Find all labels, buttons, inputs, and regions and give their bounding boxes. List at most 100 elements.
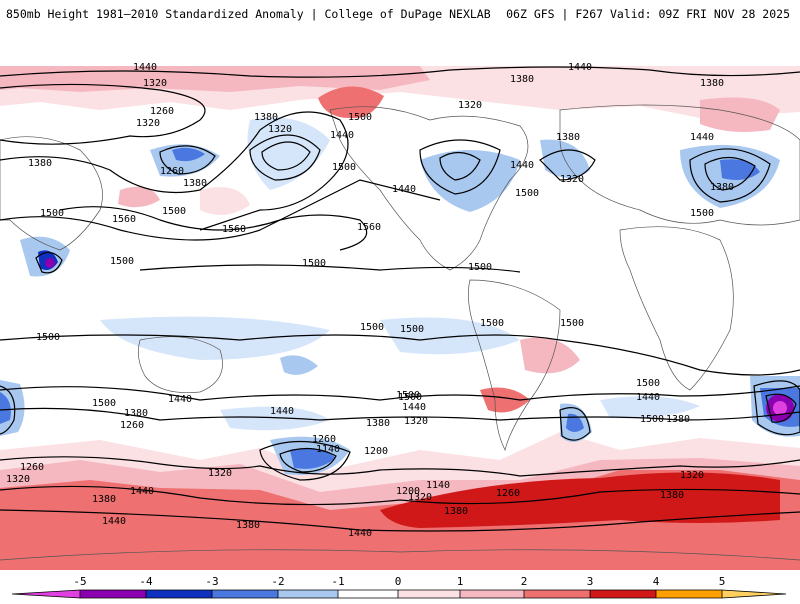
contour-1500-north (0, 179, 441, 241)
contour-label: 1200 (364, 446, 388, 457)
contour-label: 1380 (666, 414, 690, 425)
contour-label: 1380 (92, 494, 116, 505)
typhoon-negative-peak (45, 258, 55, 268)
contour-label: 1320 (268, 124, 292, 135)
model-run-info: 06Z GFS | F267 Valid: 09Z FRI NOV 28 202… (506, 7, 790, 21)
colorbar-segment-neg05 (338, 590, 398, 598)
positive-patch (700, 97, 780, 132)
coastlines (0, 104, 800, 561)
negative-patch (220, 406, 330, 431)
contour-label: 1320 (208, 468, 232, 479)
negative-patch (247, 117, 330, 190)
colorbar-segment-neg4 (80, 590, 146, 598)
contour-low-ne-asia (159, 145, 216, 175)
contour-label: 1260 (150, 106, 174, 117)
negative-patch (380, 317, 520, 355)
contour-label: 1380 (444, 506, 468, 517)
colorbar-tick-label: 2 (521, 575, 528, 588)
contour-label: 1260 (120, 420, 144, 431)
colorbar-tick-label: 0 (395, 575, 402, 588)
contour-label: 1320 (458, 100, 482, 111)
contour-label: 1440 (392, 184, 416, 195)
negative-patch (420, 150, 520, 212)
contour-label: 1380 (510, 74, 534, 85)
contour-low-south-pacific (259, 440, 351, 481)
contour-1440-north (0, 66, 800, 78)
colorbar-tick-label: -5 (73, 575, 86, 588)
contour-label: 1320 (408, 492, 432, 503)
colorbar-tick-label: 3 (587, 575, 594, 588)
positive-patch (520, 337, 580, 374)
contour-label: 1500 (480, 318, 504, 329)
negative-core (290, 448, 336, 469)
contour-label: 1440 (133, 62, 157, 73)
europe-asia-west-outline (0, 136, 103, 251)
negative-patch (540, 139, 590, 178)
contour-typhoon (35, 251, 63, 274)
contour-label: 1380 (366, 418, 390, 429)
colorbar-segment-neg2 (212, 590, 278, 598)
negative-patch (280, 355, 318, 375)
colorbar-segment-pos5 (722, 590, 786, 598)
contour-label: 1440 (168, 394, 192, 405)
contour-label: 1500 (400, 324, 424, 335)
contour-label: 1560 (112, 214, 136, 225)
colorbar-segment-neg3 (146, 590, 212, 598)
contour-label: 1440 (102, 516, 126, 527)
colorbar-tick-label: -4 (139, 575, 153, 588)
colorbar-segment-pos3 (590, 590, 656, 598)
contour-label: 1500 (110, 256, 134, 267)
contour-label: 1500 (560, 318, 584, 329)
contour-label: 1500 (162, 206, 186, 217)
contour-label: 1320 (680, 470, 704, 481)
contour-1560-north (59, 206, 368, 251)
contour-label: 1560 (357, 222, 381, 233)
contour-label: 1260 (20, 462, 44, 473)
contour-label: 1440 (330, 130, 354, 141)
map-title: 850mb Height 1981–2010 Standardized Anom… (6, 7, 491, 21)
contour-label: 1320 (404, 416, 428, 427)
colorbar-tick-label: 5 (719, 575, 726, 588)
contour-label: 1320 (560, 174, 584, 185)
height-contours (0, 66, 800, 532)
contour-label: 1440 (402, 402, 426, 413)
contour-label: 1500 (348, 112, 372, 123)
colorbar-segment-pos2 (524, 590, 590, 598)
colorbar-tick-label: -3 (205, 575, 218, 588)
contour-low-na (419, 139, 501, 195)
contour-1440-south (0, 385, 800, 401)
contour-label: 1440 (636, 392, 660, 403)
colorbar-segment-pos4 (656, 590, 722, 598)
contour-label: 1440 (270, 406, 294, 417)
contour-low-south-pacific-inner (279, 447, 337, 473)
contour-1380-far-south (0, 485, 800, 506)
contour-label: 1500 (36, 332, 60, 343)
contour-label: 1260 (496, 488, 520, 499)
contour-label: 1320 (143, 78, 167, 89)
colorbar-segments (11, 589, 787, 599)
contour-label: 1380 (254, 112, 278, 123)
anomaly-map[interactable]: 1440 1320 1260 1320 1380 1380 1320 1440 … (0, 40, 800, 570)
contour-low-southern-indian (753, 380, 800, 436)
negative-extreme (773, 401, 787, 415)
eurasia-outline (559, 104, 800, 226)
contour-label: 1500 (40, 208, 64, 219)
contour-label: 1500 (640, 414, 664, 425)
colorbar-tick-label: 4 (653, 575, 660, 588)
contour-label: 1380 (556, 132, 580, 143)
colorbar-segment-pos1 (460, 590, 524, 598)
contour-label: 1500 (332, 162, 356, 173)
contour-label: 1500 (468, 262, 492, 273)
contour-label: 1440 (568, 62, 592, 73)
contour-label: 1500 (396, 390, 420, 401)
contour-low-pacific-inner (261, 141, 311, 171)
header-bar: 850mb Height 1981–2010 Standardized Anom… (0, 0, 800, 28)
contour-label: 1140 (426, 480, 450, 491)
north-pacific-positive-core (318, 86, 384, 119)
contour-low-south-atlantic (559, 407, 591, 441)
contour-label: 1560 (222, 224, 246, 235)
contour-label: 1500 (636, 378, 660, 389)
contour-label: 1380 (124, 408, 148, 419)
contour-label: 1380 (700, 78, 724, 89)
contour-1320-south (0, 456, 800, 477)
